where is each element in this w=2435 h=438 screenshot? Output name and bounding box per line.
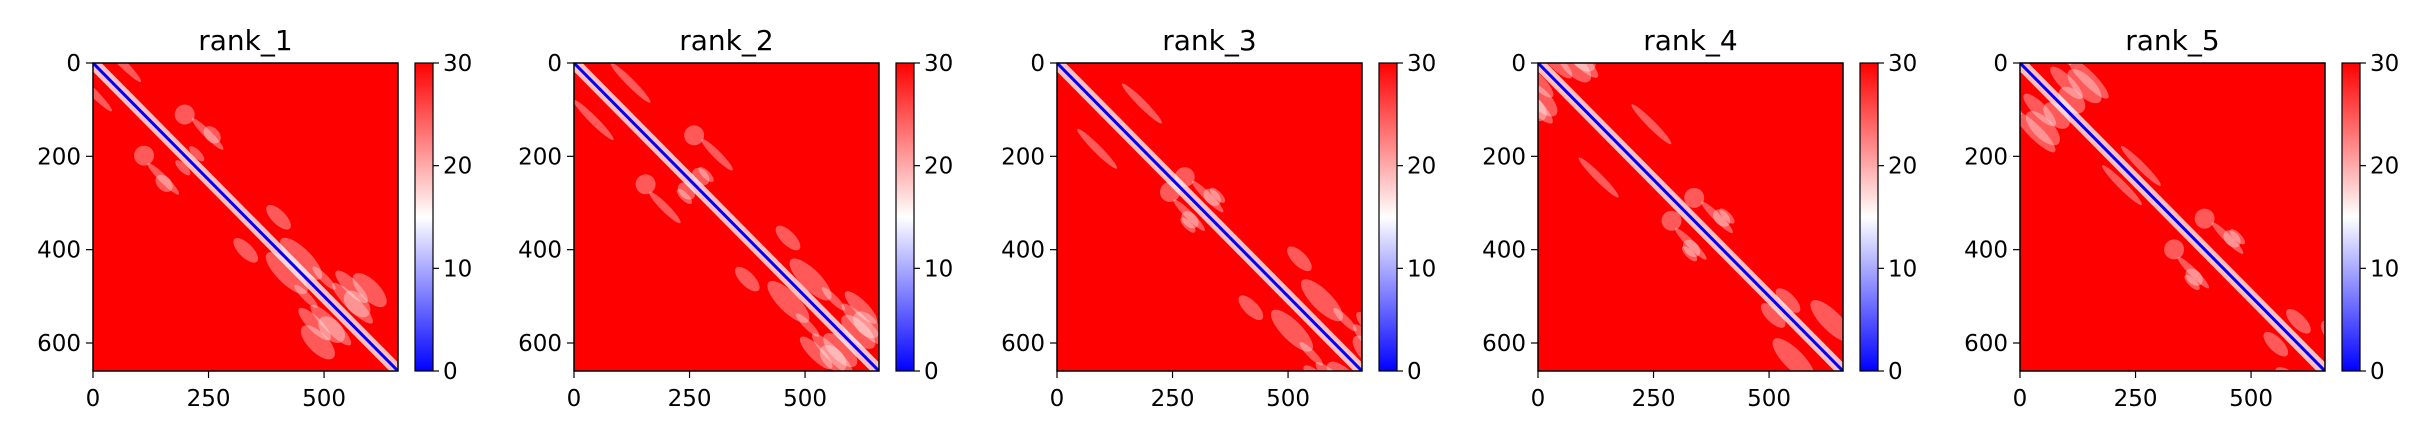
panel-title: rank_1 bbox=[198, 24, 292, 57]
diagonal-line bbox=[1538, 63, 1843, 371]
contact-pattern bbox=[1538, 63, 1843, 371]
x-tick-label: 0 bbox=[86, 386, 101, 412]
panel-title: rank_4 bbox=[1643, 24, 1737, 57]
colorbar-tick-label: 0 bbox=[1407, 359, 1422, 385]
axes-frame bbox=[1056, 62, 1363, 372]
heatmap-panel-2: rank_2 0 250 500 0 200 400 600 0 10 20 30 bbox=[518, 24, 953, 412]
y-tick-label: 400 bbox=[37, 238, 81, 264]
y-tick-label: 400 bbox=[1482, 238, 1526, 264]
x-tick-label: 250 bbox=[2114, 386, 2158, 412]
axes-frame bbox=[92, 62, 399, 372]
colorbar-tick-label: 20 bbox=[1888, 154, 1917, 180]
y-tick-label: 200 bbox=[518, 144, 562, 170]
colorbar-tick-label: 10 bbox=[1888, 256, 1917, 282]
y-tick-label: 200 bbox=[1001, 144, 1045, 170]
colorbar-tick-label: 20 bbox=[924, 154, 953, 180]
y-tick-label: 200 bbox=[37, 144, 81, 170]
x-tick-label: 250 bbox=[668, 386, 712, 412]
x-tick-label: 500 bbox=[302, 386, 346, 412]
colorbar-tick-label: 0 bbox=[1888, 359, 1903, 385]
axes-frame bbox=[573, 62, 880, 372]
colorbar-tick-label: 20 bbox=[1407, 154, 1436, 180]
colorbar-tick-label: 30 bbox=[1888, 51, 1917, 77]
y-tick-label: 0 bbox=[1030, 51, 1045, 77]
colorbar bbox=[2341, 62, 2361, 372]
x-tick-label: 0 bbox=[2013, 386, 2028, 412]
contact-pattern bbox=[93, 63, 387, 360]
y-tick-label: 600 bbox=[1001, 331, 1045, 357]
x-tick-label: 250 bbox=[1632, 386, 1676, 412]
colorbar-tick-label: 10 bbox=[924, 256, 953, 282]
y-tick-label: 400 bbox=[1964, 238, 2008, 264]
colorbar-tick-label: 30 bbox=[2370, 51, 2399, 77]
y-tick-label: 0 bbox=[1993, 51, 2008, 77]
heatmap-panel-5: rank_5 0 250 500 0 200 400 600 0 10 20 30 bbox=[1964, 24, 2399, 412]
y-tick-label: 400 bbox=[518, 238, 562, 264]
colorbar-tick-label: 0 bbox=[924, 359, 939, 385]
diagonal-line bbox=[93, 63, 398, 371]
heatmap-panel-3: rank_3 0 250 500 0 200 400 600 0 10 20 30 bbox=[1001, 24, 1436, 412]
contact-pattern bbox=[2020, 63, 2325, 371]
colorbar-tick-label: 0 bbox=[2370, 359, 2385, 385]
y-tick-label: 600 bbox=[1482, 331, 1526, 357]
colorbar-tick-label: 10 bbox=[443, 256, 472, 282]
x-tick-label: 250 bbox=[187, 386, 231, 412]
x-tick-label: 500 bbox=[1747, 386, 1791, 412]
panel-title: rank_2 bbox=[679, 24, 773, 57]
y-tick-label: 600 bbox=[37, 331, 81, 357]
x-tick-label: 500 bbox=[783, 386, 827, 412]
y-tick-label: 0 bbox=[1511, 51, 1526, 77]
colorbar-tick-label: 0 bbox=[443, 359, 458, 385]
colorbar-tick-label: 20 bbox=[2370, 154, 2399, 180]
x-tick-label: 500 bbox=[2229, 386, 2273, 412]
contact-pattern bbox=[574, 63, 879, 371]
colorbar-tick-label: 30 bbox=[1407, 51, 1436, 77]
colorbar-tick-label: 10 bbox=[2370, 256, 2399, 282]
diagonal-line bbox=[574, 63, 879, 371]
colorbar-tick-label: 20 bbox=[443, 154, 472, 180]
colorbar-tick-label: 30 bbox=[924, 51, 953, 77]
axes-frame bbox=[2019, 62, 2326, 372]
diagonal-line bbox=[2020, 63, 2325, 371]
colorbar-tick-label: 10 bbox=[1407, 256, 1436, 282]
panel-title: rank_5 bbox=[2125, 24, 2219, 57]
colorbar bbox=[895, 62, 915, 372]
colorbar-tick-label: 30 bbox=[443, 51, 472, 77]
x-tick-label: 0 bbox=[1050, 386, 1065, 412]
y-tick-label: 200 bbox=[1482, 144, 1526, 170]
y-tick-label: 600 bbox=[1964, 331, 2008, 357]
colorbar bbox=[1859, 62, 1879, 372]
x-tick-label: 500 bbox=[1266, 386, 1310, 412]
y-tick-label: 0 bbox=[66, 51, 81, 77]
y-tick-label: 200 bbox=[1964, 144, 2008, 170]
colorbar bbox=[1378, 62, 1398, 372]
x-tick-label: 250 bbox=[1151, 386, 1195, 412]
colorbar bbox=[414, 62, 434, 372]
heatmap-panel-4: rank_4 0 250 500 0 200 400 600 0 10 20 30 bbox=[1482, 24, 1917, 412]
panel-title: rank_3 bbox=[1162, 24, 1256, 57]
y-tick-label: 400 bbox=[1001, 238, 1045, 264]
x-tick-label: 0 bbox=[1531, 386, 1546, 412]
axes-frame bbox=[1537, 62, 1844, 372]
heatmap-panel-1: rank_1 0 250 500 0 200 400 600 0 10 20 30 bbox=[37, 24, 472, 412]
x-tick-label: 0 bbox=[567, 386, 582, 412]
y-tick-label: 600 bbox=[518, 331, 562, 357]
contact-pattern bbox=[1077, 83, 1362, 371]
diagonal-line bbox=[1057, 63, 1362, 371]
y-tick-label: 0 bbox=[547, 51, 562, 77]
